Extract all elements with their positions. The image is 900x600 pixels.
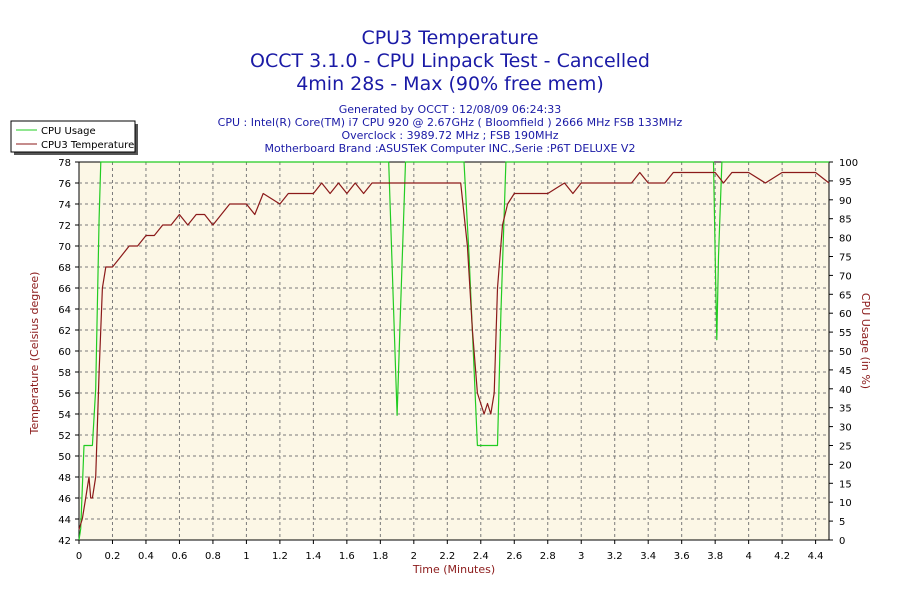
y-tick-label: 50 [58,452,71,463]
grid [79,162,829,540]
y-tick-label: 74 [58,200,71,211]
y2-tick-label: 90 [839,196,852,207]
y2-tick-label: 70 [839,271,852,282]
x-tick-label: 0.6 [171,551,187,562]
y-tick-label: 60 [58,347,71,358]
y-tick-label: 68 [58,263,71,274]
x-tick-label: 1.6 [339,551,355,562]
y-tick-label: 42 [58,536,71,547]
x-tick-label: 3.8 [707,551,723,562]
info-generated: Generated by OCCT : 12/08/09 06:24:33 [338,103,562,116]
y2-axis-title: CPU Usage (in %) [859,293,872,389]
y2-tick-label: 25 [839,442,852,453]
y2-tick-label: 10 [839,498,852,509]
y-tick-label: 66 [58,284,71,295]
x-tick-label: 2.2 [439,551,455,562]
y-tick-label: 70 [58,242,71,253]
y2-tick-label: 30 [839,423,852,434]
series-layer [78,161,830,541]
chart-title-line2: OCCT 3.1.0 - CPU Linpack Test - Cancelle… [250,50,650,72]
legend-label-cpu-usage: CPU Usage [41,126,96,137]
y-tick-label: 72 [58,221,71,232]
x-tick-label: 0.8 [205,551,221,562]
y2-tick-label: 40 [839,385,852,396]
x-tick-label: 3.6 [674,551,690,562]
y2-tick-label: 20 [839,460,852,471]
y-tick-labels: 42 44 46 48 50 52 54 56 58 60 62 64 66 68 70 72 74 76 78 [58,158,71,547]
y-tick-label: 76 [58,179,71,190]
x-tick-label: 1.8 [372,551,388,562]
y2-tick-label: 50 [839,347,852,358]
x-tick-label: 3.4 [640,551,656,562]
y2-tick-label: 35 [839,404,852,415]
y2-tick-label: 95 [839,177,852,188]
x-tick-label: 1.4 [305,551,321,562]
y-tick-label: 54 [58,410,71,421]
x-tick-label: 4.4 [808,551,824,562]
x-tick-label: 1.2 [272,551,288,562]
y-tick-label: 78 [58,158,71,169]
x-tick-label: 3 [578,551,584,562]
x-tick-label: 2.6 [506,551,522,562]
x-tick-label: 0.2 [105,551,121,562]
y-tick-label: 64 [58,305,71,316]
legend-box [10,120,136,153]
y2-tick-label: 15 [839,479,852,490]
legend-label-cpu3-temperature: CPU3 Temperature [41,140,134,151]
y2-tick-label: 5 [839,517,845,528]
y2-tick-label: 45 [839,366,852,377]
y-tick-label: 58 [58,368,71,379]
y2-tick-label: 0 [839,536,845,547]
y-tick-label: 52 [58,431,71,442]
x-tick-label: 3.2 [607,551,623,562]
x-tick-label: 4.2 [774,551,790,562]
y-tick-label: 62 [58,326,71,337]
y2-tick-label: 75 [839,253,852,264]
series-line-cpu3-temperature [78,171,830,530]
chart-title-line1: CPU3 Temperature [361,27,539,49]
x-tick-label: 0 [76,551,82,562]
x-tick-label: 2.8 [540,551,556,562]
info-motherboard: Motherboard Brand :ASUSTeK Computer INC.… [264,142,636,155]
y-tick-label: 46 [58,494,71,505]
info-cpu: CPU : Intel(R) Core(TM) i7 CPU 920 @ 2.6… [217,116,683,129]
y2-tick-label: 65 [839,290,852,301]
x-tick-label: 2.4 [473,551,489,562]
y2-tick-label: 80 [839,234,852,245]
y2-tick-label: 85 [839,215,852,226]
x-axis-title: Time (Minutes) [412,563,495,576]
y2-tick-label: 55 [839,328,852,339]
axes [75,161,833,544]
series-line-cpu-usage [78,161,829,541]
y-tick-label: 56 [58,389,71,400]
y2-tick-labels: 0 5 10 15 20 25 30 35 40 45 50 55 60 65 70 75 80 85 90 95 10… [839,158,858,547]
y2-tick-label: 60 [839,309,852,320]
chart-title-line3: 4min 28s - Max (90% free mem) [296,73,604,95]
x-tick-label: 1 [243,551,249,562]
y-tick-label: 48 [58,473,71,484]
x-tick-label: 2 [411,551,417,562]
x-tick-label: 0.4 [138,551,154,562]
y-tick-label: 44 [58,515,71,526]
legend: CPU Usage CPU3 Temperature [10,120,138,155]
y-axis-title: Temperature (Celsius degree) [28,272,41,436]
x-tick-labels: 0 0.2 0.4 0.6 0.8 1 1.2 1.4 1.6 1.8 2 2.2 2.4 2.6 2.8 3… [76,551,824,562]
x-tick-label: 4 [745,551,751,562]
y2-tick-label: 100 [839,158,858,169]
info-overclock: Overclock : 3989.72 MHz ; FSB 190MHz [341,129,559,142]
